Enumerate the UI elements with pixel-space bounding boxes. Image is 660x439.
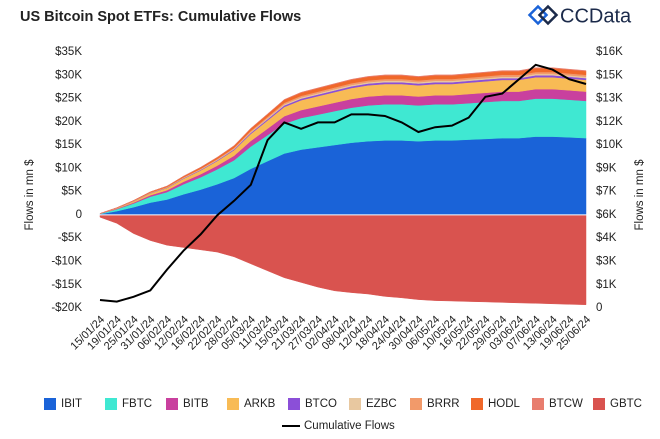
y-tick-label: $5K xyxy=(62,186,83,198)
legend-label: GBTC xyxy=(610,398,642,410)
y-axis-title: Flows in mn $ xyxy=(24,159,36,231)
y-tick-label: $15K xyxy=(55,139,82,151)
y-tick-label: $25K xyxy=(55,93,82,105)
y2-tick-label: $10K xyxy=(596,139,623,151)
y-tick-label: 0 xyxy=(76,209,82,221)
y2-tick-label: $4K xyxy=(596,232,617,244)
legend-swatch xyxy=(288,398,300,410)
y2-tick-label: $9K xyxy=(596,162,617,174)
y-tick-label: -$15K xyxy=(51,279,82,291)
y2-tick-label: $15K xyxy=(596,69,623,81)
legend-label: BRRR xyxy=(427,398,460,410)
y-tick-label: $20K xyxy=(55,116,82,128)
y-tick-label: $10K xyxy=(55,162,82,174)
y2-tick-label: $16K xyxy=(596,46,623,58)
logo: CCData xyxy=(527,4,632,27)
y2-tick-label: $13K xyxy=(596,93,623,105)
legend-swatch xyxy=(44,398,56,410)
legend-swatch xyxy=(105,398,117,410)
y-tick-label: -$10K xyxy=(51,255,82,267)
y-tick-label: -$5K xyxy=(58,232,83,244)
legend-swatch xyxy=(349,398,361,410)
legend-swatch xyxy=(166,398,178,410)
legend-label: BITB xyxy=(183,398,209,410)
y2-tick-label: $12K xyxy=(596,116,623,128)
legend-swatch xyxy=(227,398,239,410)
legend-label: IBIT xyxy=(61,398,82,410)
legend-label: FBTC xyxy=(122,398,152,410)
y-tick-label: -$20K xyxy=(51,302,82,314)
y2-axis-title: Flows in mn $ xyxy=(634,159,646,231)
area xyxy=(99,136,587,216)
logo-text: CCData xyxy=(560,5,632,27)
legend-label: ARKB xyxy=(244,398,276,410)
y2-tick-label: $3K xyxy=(596,255,617,267)
chart-title: US Bitcoin Spot ETFs: Cumulative Flows xyxy=(20,9,301,25)
y2-tick-label: $7K xyxy=(596,186,617,198)
legend-swatch xyxy=(593,398,605,410)
area xyxy=(99,214,587,305)
y2-tick-label: $1K xyxy=(596,279,617,291)
legend-label: BTCW xyxy=(549,398,583,410)
legend-label: HODL xyxy=(488,398,521,410)
y2-tick-label: $6K xyxy=(596,209,617,221)
legend-swatch xyxy=(410,398,422,410)
legend-swatch xyxy=(532,398,544,410)
legend-label: EZBC xyxy=(366,398,397,410)
line xyxy=(99,63,587,303)
legend-swatch xyxy=(471,398,483,410)
y2-tick-label: 0 xyxy=(596,302,602,314)
y-tick-label: $30K xyxy=(55,69,82,81)
y-tick-label: $35K xyxy=(55,46,82,58)
area xyxy=(99,67,587,214)
legend-label: BTCO xyxy=(305,398,337,410)
legend-label: Cumulative Flows xyxy=(304,420,395,432)
